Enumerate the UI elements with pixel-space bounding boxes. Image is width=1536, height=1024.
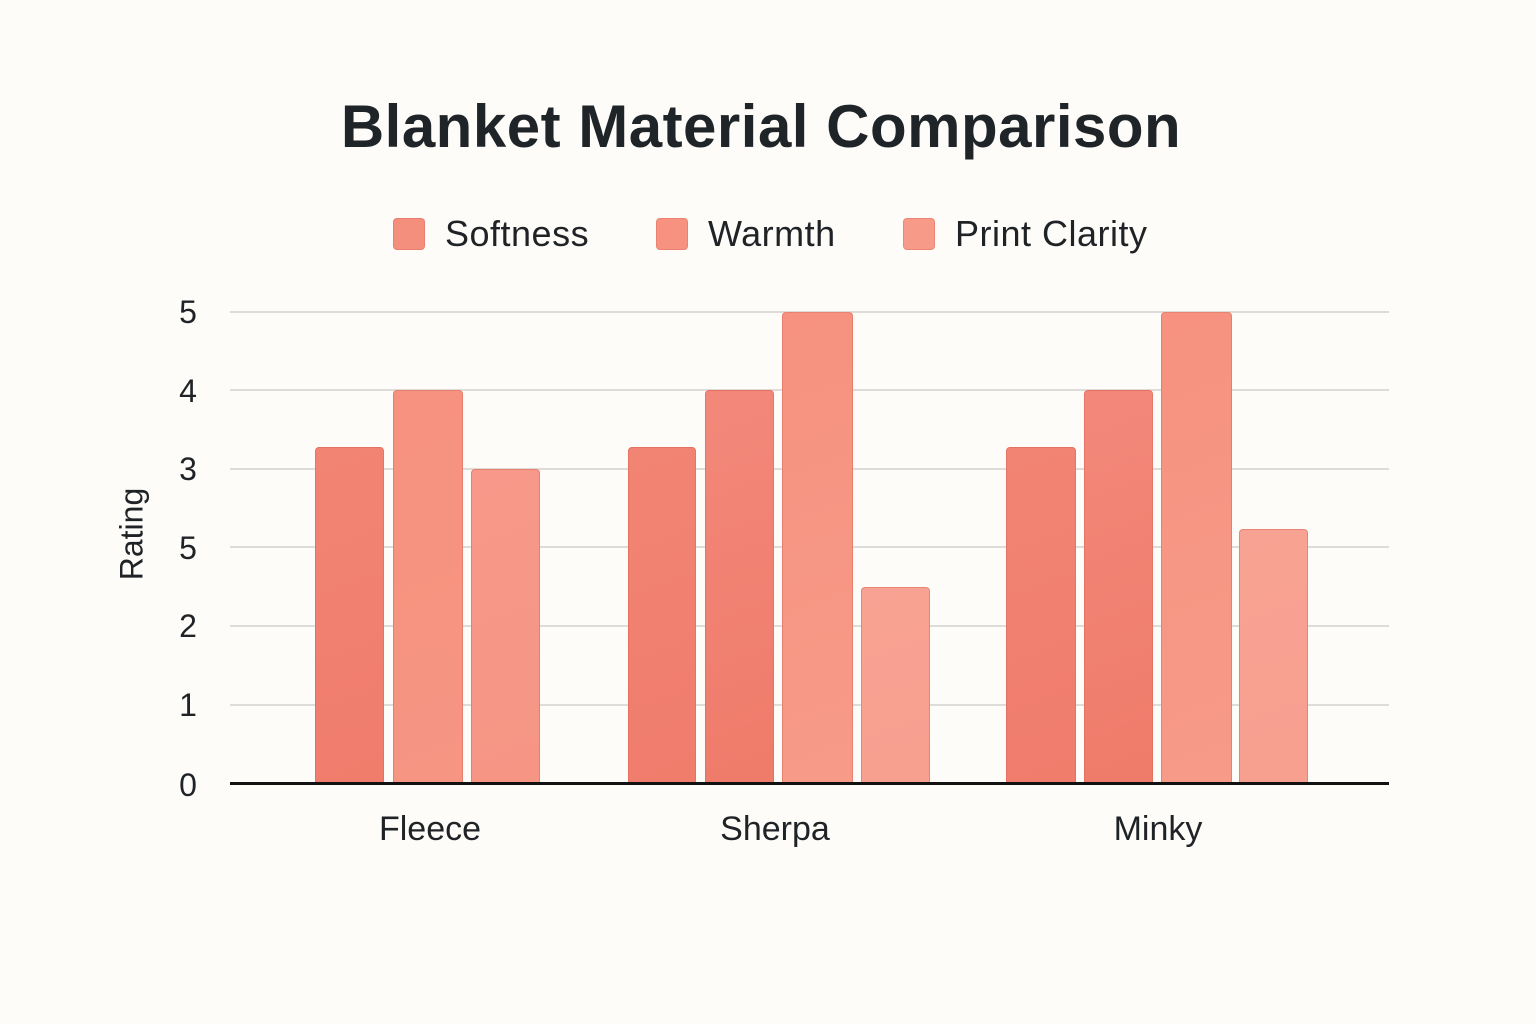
y-tick-label: 0 bbox=[179, 767, 197, 803]
y-tick-label: 5 bbox=[179, 294, 197, 330]
bar-minky-softness bbox=[1006, 447, 1076, 783]
legend-swatch-icon bbox=[393, 218, 425, 250]
bar-minky-warmth bbox=[1084, 390, 1153, 783]
bar-sherpa-print-clarity bbox=[782, 312, 853, 783]
legend-label: Print Clarity bbox=[955, 213, 1148, 254]
bar-minky-extra bbox=[1239, 529, 1308, 783]
y-tick-label: 5 bbox=[179, 530, 197, 566]
legend-label: Softness bbox=[445, 213, 590, 254]
bar-sherpa-extra bbox=[861, 587, 930, 783]
bar-fleece-softness bbox=[315, 447, 384, 783]
legend-item-print-clarity: Print Clarity bbox=[903, 212, 1148, 256]
bar-sherpa-warmth bbox=[705, 390, 774, 783]
bar-fleece-print-clarity bbox=[471, 469, 540, 783]
x-tick-label-fleece: Fleece bbox=[378, 810, 482, 848]
y-tick-label: 4 bbox=[179, 373, 197, 409]
bar-fleece-warmth bbox=[393, 390, 463, 783]
y-tick-label: 2 bbox=[179, 608, 197, 644]
y-tick-label: 3 bbox=[179, 451, 197, 487]
x-tick-label-sherpa: Sherpa bbox=[720, 810, 830, 848]
x-axis-baseline bbox=[230, 782, 1389, 785]
legend-item-warmth: Warmth bbox=[656, 212, 836, 256]
bar-sherpa-softness bbox=[628, 447, 696, 783]
y-axis-label: Rating bbox=[113, 487, 150, 581]
y-tick-label: 1 bbox=[179, 687, 197, 723]
legend-swatch-icon bbox=[656, 218, 688, 250]
legend: Softness Warmth Print Clarity bbox=[0, 212, 1536, 256]
legend-item-softness: Softness bbox=[393, 212, 589, 256]
legend-swatch-icon bbox=[903, 218, 935, 250]
bar-minky-print-clarity bbox=[1161, 312, 1232, 783]
x-tick-label-minky: Minky bbox=[1113, 810, 1203, 848]
legend-label: Warmth bbox=[708, 213, 836, 254]
chart-title: Blanket Material Comparison bbox=[340, 93, 1182, 160]
